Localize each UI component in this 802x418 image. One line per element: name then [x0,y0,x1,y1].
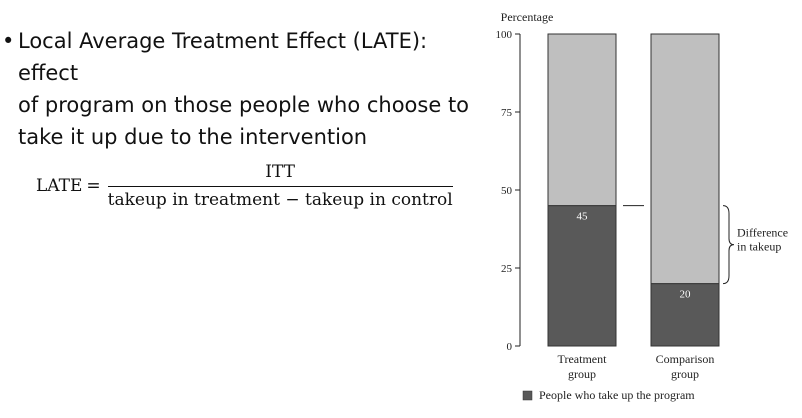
remainder-bar-segment [650,33,720,285]
bar-data-label: 20 [680,289,692,301]
legend-swatch [522,390,533,401]
fraction-line [107,186,453,187]
formula-numerator: ITT [265,162,296,182]
x-category-label: Treatment group [558,352,608,381]
bar-data-label: 45 [577,211,589,223]
bullet-text: Local Average Treatment Effect (LATE): e… [18,29,470,149]
y-tick-label: 50 [501,185,513,197]
formula-denominator: takeup in treatment − takeup in control [107,190,453,210]
difference-brace [722,205,735,285]
formula-lhs: LATE [36,176,83,196]
bullet-dot-icon: • [2,29,15,53]
y-tick-label: 0 [507,341,513,353]
takeup-stacked-bar-chart: Percentage 0 25 50 75 100 45 20 Treatment group Co… [496,10,789,402]
remainder-bar-segment [547,33,617,207]
x-category-label: Comparison group [656,352,715,381]
bullet-point: • Local Average Treatment Effect (LATE):… [0,25,490,153]
y-axis-label: Percentage [501,10,554,24]
difference-annotation-label: Difference in takeup [737,226,788,254]
formula-fraction: ITT takeup in treatment − takeup in cont… [107,162,453,210]
legend-label: People who take up the program [539,388,695,402]
y-tick-label: 75 [501,107,513,119]
late-formula: LATE = ITT takeup in treatment − takeup … [36,162,453,210]
y-tick-label: 25 [501,263,513,275]
takeup-bar-segment [547,205,617,347]
formula-equals: = [86,176,101,196]
bullet-row: • Local Average Treatment Effect (LATE):… [0,25,490,153]
y-tick-label: 100 [496,29,513,41]
